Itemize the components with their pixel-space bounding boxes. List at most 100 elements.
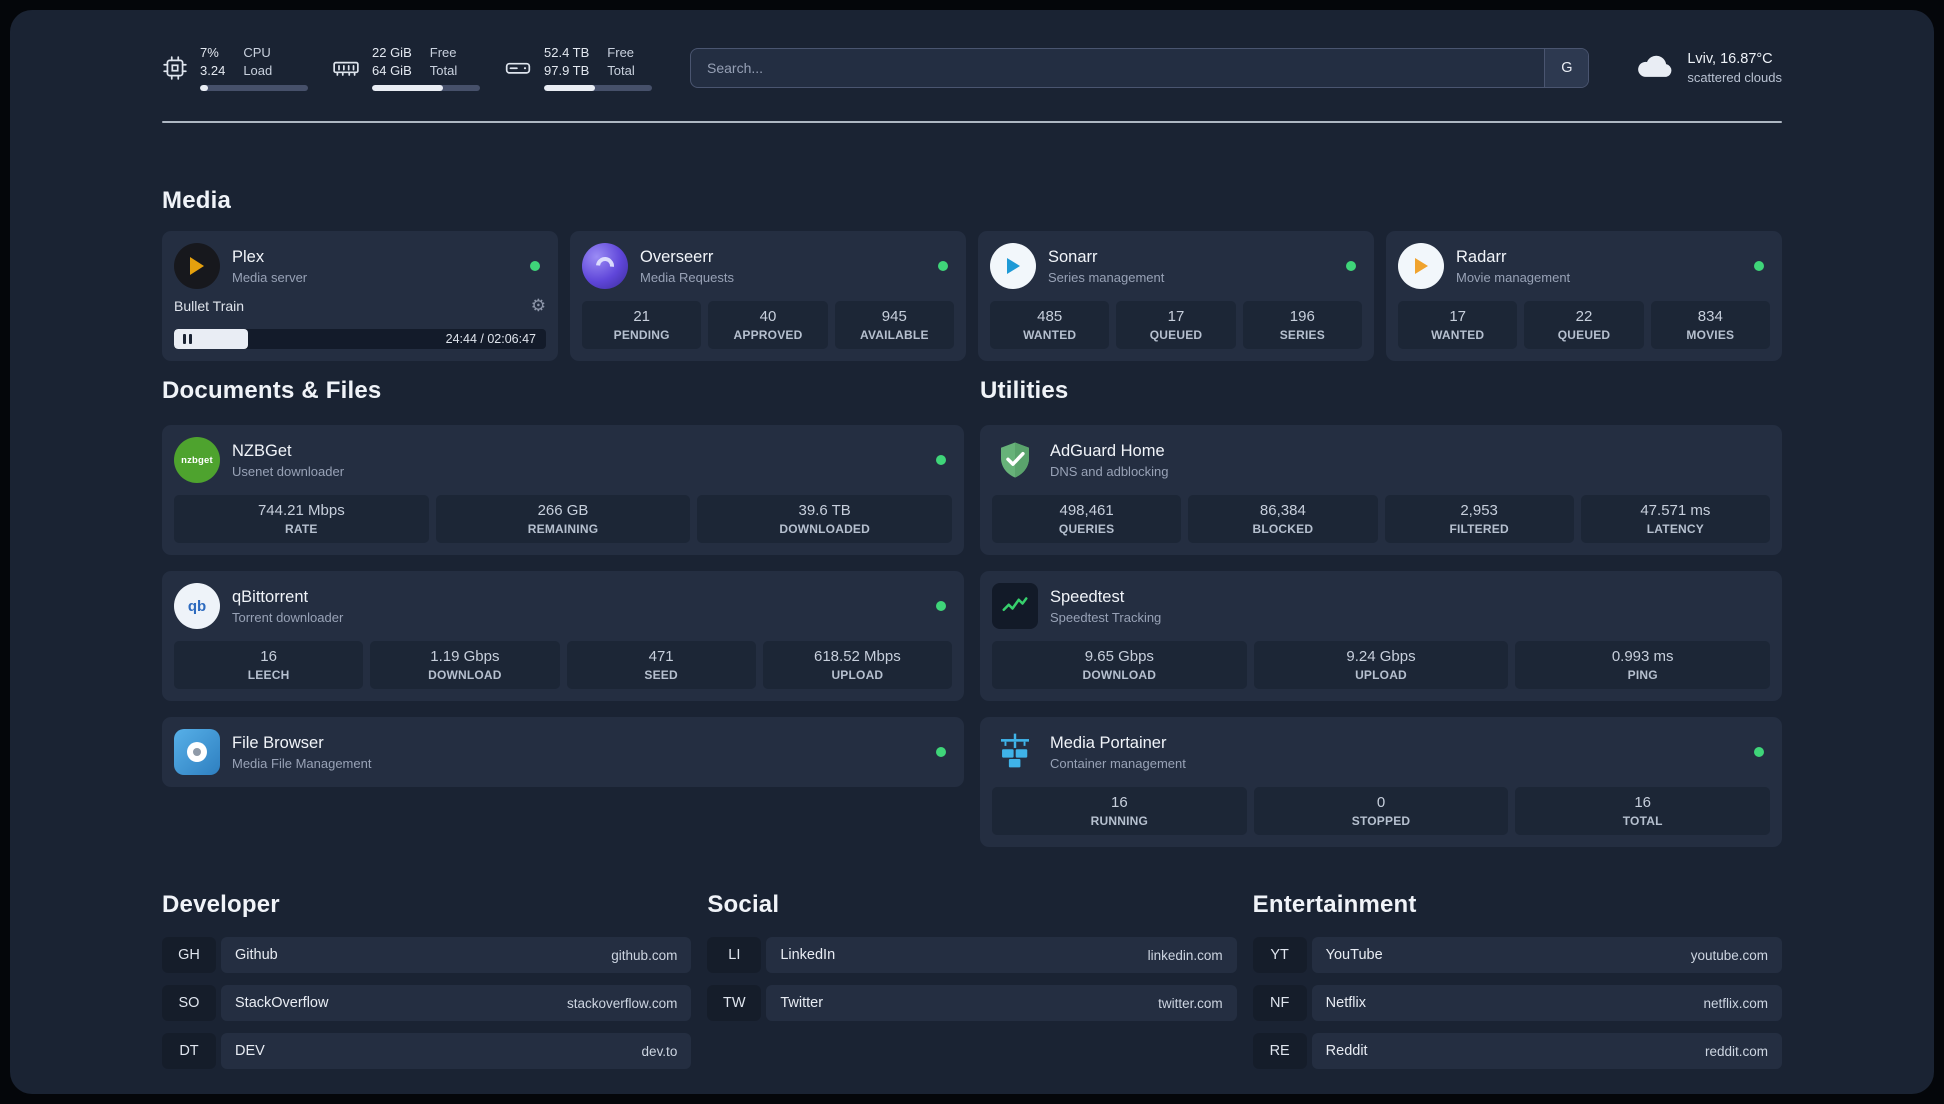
stat-value: 0.993 ms — [1611, 648, 1674, 666]
stat-label: DOWNLOAD — [1082, 668, 1157, 683]
stat-queries: 498,461 QUERIES — [992, 495, 1182, 544]
bookmark-abbr: GH — [162, 937, 216, 974]
status-dot — [938, 261, 948, 272]
stat-ping: 0.993 ms PING — [1515, 641, 1771, 690]
bookmark-youtube[interactable]: YT YouTube youtube.com — [1252, 937, 1782, 974]
bookmark-name: YouTube — [1325, 947, 1383, 964]
gear-icon[interactable]: ⚙ — [530, 296, 546, 316]
memory-label-1: Free — [429, 45, 457, 60]
topbar-divider — [162, 121, 1782, 124]
stat-label: UPLOAD — [831, 668, 884, 683]
service-card-qbittorrent[interactable]: qb qBittorrent Torrent downloader 16 LEE… — [162, 571, 964, 702]
stat-filtered: 2,953 FILTERED — [1384, 495, 1574, 544]
stat-label: AVAILABLE — [859, 328, 929, 343]
status-dot — [1754, 747, 1764, 758]
bookmark-group-developer: Developer GH Github github.com SO StackO… — [162, 891, 692, 1081]
stat-label: RATE — [285, 522, 318, 537]
stat-blocked: 86,384 BLOCKED — [1188, 495, 1378, 544]
adguard-icon — [992, 437, 1038, 483]
stat-label: APPROVED — [733, 328, 803, 343]
search-provider-button[interactable]: G — [1544, 48, 1589, 87]
bookmark-url: youtube.com — [1690, 947, 1768, 963]
service-card-portainer[interactable]: Media Portainer Container management 16 … — [980, 717, 1782, 848]
now-playing-title: Bullet Train — [174, 297, 245, 314]
service-subtitle: Series management — [1048, 269, 1165, 285]
dashboard: 7% 3.24 CPU Load — [10, 10, 1934, 1094]
section-title-media: Media — [162, 187, 232, 215]
stat-value: 17 — [1167, 308, 1185, 326]
stat-label: LEECH — [247, 668, 290, 683]
bookmark-abbr: TW — [707, 985, 762, 1022]
service-card-plex[interactable]: Plex Media server Bullet Train ⚙ 24:44 /… — [162, 231, 558, 362]
service-card-adguard[interactable]: AdGuard Home DNS and adblocking 498,461 … — [980, 425, 1782, 556]
portainer-icon — [992, 729, 1038, 775]
filebrowser-icon — [174, 729, 220, 776]
bookmark-twitter[interactable]: TW Twitter twitter.com — [707, 985, 1237, 1022]
service-subtitle: Torrent downloader — [232, 609, 344, 625]
stat-label: UPLOAD — [1355, 668, 1407, 683]
status-dot — [530, 261, 540, 272]
bookmark-name: LinkedIn — [780, 947, 836, 964]
service-name: Speedtest — [1050, 587, 1125, 606]
stat-label: DOWNLOADED — [779, 522, 871, 537]
stat-approved: 40 APPROVED — [708, 301, 828, 350]
cpu-percent: 7% — [200, 45, 219, 60]
stat-value: 16 — [1110, 794, 1128, 812]
speedtest-icon — [992, 583, 1038, 630]
service-name: NZBGet — [232, 441, 292, 460]
service-name: Overseerr — [640, 247, 714, 266]
memory-total: 64 GiB — [372, 62, 412, 78]
bookmark-name: Reddit — [1325, 1043, 1368, 1060]
stat-value: 618.52 Mbps — [814, 648, 901, 666]
stat-label: MOVIES — [1686, 328, 1735, 343]
bookmark-reddit[interactable]: RE Reddit reddit.com — [1252, 1033, 1782, 1070]
stat-label: PENDING — [613, 328, 670, 343]
disk-label-1: Free — [607, 45, 635, 60]
service-card-nzbget[interactable]: nzbget NZBGet Usenet downloader 744.21 M… — [162, 425, 964, 556]
stat-downloaded: 39.6 TB DOWNLOADED — [697, 495, 953, 544]
status-dot — [936, 601, 946, 612]
service-card-overseerr[interactable]: Overseerr Media Requests 21 PENDING 40 A… — [570, 231, 966, 362]
stat-label: BLOCKED — [1252, 522, 1314, 537]
service-name: File Browser — [232, 733, 324, 752]
stat-value: 16 — [260, 648, 277, 666]
stat-value: 945 — [881, 308, 907, 326]
service-card-sonarr[interactable]: Sonarr Series management 485 WANTED 17 Q… — [978, 231, 1374, 362]
bookmark-netflix[interactable]: NF Netflix netflix.com — [1252, 985, 1782, 1022]
plex-icon — [174, 243, 220, 290]
bookmark-name: DEV — [235, 1043, 265, 1060]
service-card-radarr[interactable]: Radarr Movie management 17 WANTED 22 QUE… — [1386, 231, 1782, 362]
status-dot — [1346, 261, 1356, 272]
bookmark-name: Netflix — [1325, 995, 1366, 1012]
service-name: Plex — [232, 247, 265, 266]
stat-value: 47.571 ms — [1640, 502, 1711, 520]
stat-value: 21 — [633, 308, 650, 326]
stat-label: FILTERED — [1449, 522, 1509, 537]
bookmark-linkedin[interactable]: LI LinkedIn linkedin.com — [707, 937, 1237, 974]
bookmark-name: StackOverflow — [235, 995, 329, 1012]
status-dot — [936, 455, 946, 466]
bookmark-abbr: NF — [1252, 985, 1307, 1022]
weather-widget[interactable]: Lviv, 16.87°C scattered clouds — [1635, 51, 1782, 85]
service-card-filebrowser[interactable]: File Browser Media File Management — [162, 717, 964, 788]
stat-queued: 17 QUEUED — [1116, 301, 1236, 350]
disk-free: 52.4 TB — [544, 45, 590, 60]
service-subtitle: Media File Management — [232, 755, 372, 771]
service-card-speedtest[interactable]: Speedtest Speedtest Tracking 9.65 Gbps D… — [980, 571, 1782, 702]
stat-leech: 16 LEECH — [174, 641, 364, 690]
radarr-icon — [1398, 243, 1444, 290]
memory-free: 22 GiB — [372, 45, 412, 60]
memory-widget: 22 GiB 64 GiB Free Total — [332, 44, 480, 92]
bookmark-abbr: YT — [1252, 937, 1307, 974]
pause-icon[interactable] — [183, 334, 192, 345]
memory-icon — [332, 55, 360, 81]
search-input[interactable] — [691, 48, 1545, 87]
bookmark-dev[interactable]: DT DEV dev.to — [162, 1033, 692, 1070]
media-progress-bar[interactable]: 24:44 / 02:06:47 — [174, 329, 546, 350]
bookmark-stackoverflow[interactable]: SO StackOverflow stackoverflow.com — [162, 985, 692, 1022]
stat-download: 9.65 Gbps DOWNLOAD — [992, 641, 1247, 690]
cpu-load: 3.24 — [200, 62, 226, 78]
bookmark-github[interactable]: GH Github github.com — [162, 937, 692, 974]
stat-label: REMAINING — [527, 522, 599, 537]
stat-label: TOTAL — [1622, 814, 1663, 829]
